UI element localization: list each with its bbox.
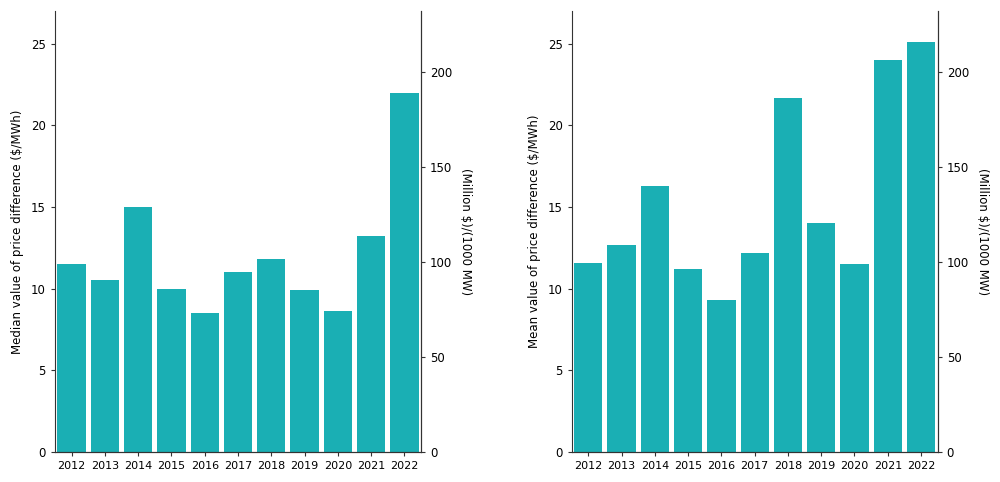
Bar <box>124 207 152 452</box>
Y-axis label: Median value of price difference ($/MWh): Median value of price difference ($/MWh) <box>11 109 24 354</box>
Bar <box>874 60 902 452</box>
Bar <box>290 290 319 452</box>
Bar <box>774 98 802 452</box>
Bar <box>641 186 669 452</box>
Bar <box>224 272 252 452</box>
Y-axis label: Mean value of price difference ($/MWh): Mean value of price difference ($/MWh) <box>528 115 541 348</box>
Bar <box>607 244 636 452</box>
Bar <box>91 281 119 452</box>
Bar <box>807 223 835 452</box>
Bar <box>157 289 186 452</box>
Bar <box>324 311 352 452</box>
Bar <box>57 264 86 452</box>
Bar <box>707 300 736 452</box>
Bar <box>907 42 935 452</box>
Bar <box>574 263 602 452</box>
Bar <box>357 236 385 452</box>
Bar <box>390 93 419 452</box>
Y-axis label: (Million $)/(1000 MW): (Million $)/(1000 MW) <box>976 168 989 295</box>
Bar <box>191 313 219 452</box>
Bar <box>741 253 769 452</box>
Y-axis label: (Million $)/(1000 MW): (Million $)/(1000 MW) <box>459 168 472 295</box>
Bar <box>257 259 285 452</box>
Bar <box>840 264 869 452</box>
Bar <box>674 269 702 452</box>
